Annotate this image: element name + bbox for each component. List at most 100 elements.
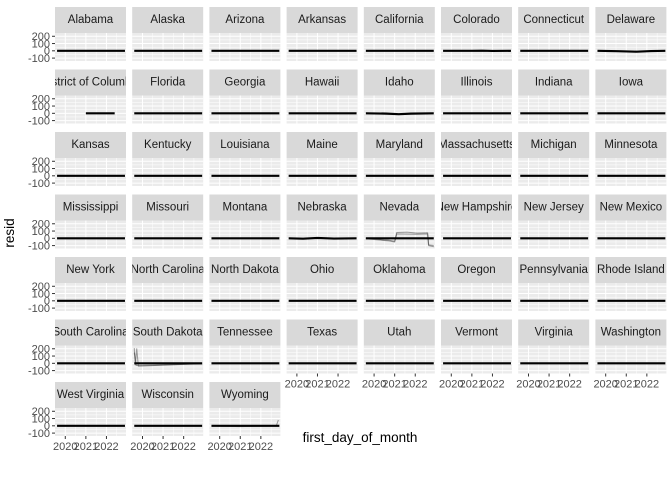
facet-panel: Vermont (441, 319, 512, 374)
y-tick-label: 0 (44, 108, 50, 120)
facet-strip (132, 69, 204, 96)
facet-strip-label: North Carolina (131, 264, 206, 276)
facet-panel: Illinois (441, 69, 512, 124)
y-tick-label: 0 (44, 296, 50, 308)
facet-panel: Indiana (518, 69, 590, 124)
plot-area (209, 220, 281, 249)
facet-strip-label: Arkansas (298, 14, 346, 26)
facet-strip (132, 319, 204, 346)
plot-area (441, 95, 512, 124)
y-tick-label: 200 (32, 31, 50, 43)
facet-strip (209, 69, 281, 96)
facet-strip (209, 194, 281, 221)
facet-panel: Virginia (518, 319, 590, 374)
facet-strip-label: Maine (306, 139, 337, 151)
facet-panel: Wisconsin (132, 382, 204, 436)
facet-panel: Massachusetts (441, 132, 512, 186)
facet-strip-label: New Hampshire (436, 202, 518, 214)
facet-panel: Michigan (518, 132, 590, 186)
plot-area (132, 33, 204, 61)
series-line (365, 231, 434, 248)
panels-layer: Alabama Alaska Arizona Arkansas California Co… (52, 7, 667, 436)
plot-area (595, 95, 667, 124)
x-tick-label: 2022 (94, 441, 118, 453)
x-tick-label: 2021 (382, 379, 406, 391)
facet-strip-label: Virginia (535, 327, 574, 339)
x-axis-title: first_day_of_month (303, 430, 418, 445)
facet-panel: Kansas (55, 132, 126, 186)
plot-area (441, 220, 512, 249)
y-tick-label: 0 (44, 233, 50, 245)
x-tick-label: 2020 (285, 379, 309, 391)
facet-strip (518, 132, 590, 158)
plot-area (518, 158, 590, 186)
facet-panel: Tennessee (209, 319, 281, 374)
facet-strip-label: New Mexico (600, 202, 663, 214)
plot-area (132, 408, 204, 436)
x-tick-label: 2022 (557, 379, 581, 391)
facet-panel: Idaho (363, 69, 435, 124)
facet-strip (55, 194, 126, 221)
facet-strip-label: South Carolina (52, 327, 129, 339)
y-tick-label: 100 (32, 351, 50, 363)
facet-panel: North Dakota (209, 257, 281, 311)
facet-strip (286, 132, 358, 158)
facet-strip-label: Iowa (619, 77, 644, 89)
plot-area (55, 345, 126, 374)
facet-strip (518, 69, 590, 96)
x-tick-label: 2021 (614, 379, 638, 391)
plot-area (209, 345, 281, 374)
facet-strip-label: Florida (150, 77, 186, 89)
x-tick-label: 2021 (537, 379, 561, 391)
facet-strip-label: New York (66, 264, 115, 276)
y-tick-label: -100 (28, 365, 50, 377)
plot-area (441, 283, 512, 311)
y-tick-label: -100 (28, 303, 50, 315)
facet-strip (55, 69, 126, 96)
facet-strip (595, 69, 667, 96)
facet-panel: New Hampshire (436, 194, 518, 249)
facet-strip-label: Michigan (531, 139, 577, 151)
facet-strip-label: Hawaii (305, 77, 340, 89)
facet-strip-label: Colorado (453, 14, 500, 26)
facet-strip (595, 132, 667, 158)
facet-strip (441, 194, 512, 221)
y-tick-label: 0 (44, 46, 50, 58)
plot-area (286, 95, 358, 124)
plot-area (55, 408, 126, 436)
facet-strip (286, 319, 358, 346)
series-line (365, 112, 434, 116)
x-tick-label: 2021 (305, 379, 329, 391)
x-tick-label: 2022 (480, 379, 504, 391)
y-tick-label: 200 (32, 219, 50, 231)
facet-panel: Louisiana (209, 132, 281, 186)
facet-strip-label: Alaska (150, 14, 185, 26)
facet-panel: Maine (286, 132, 358, 186)
facet-panel: West Virginia (55, 382, 126, 436)
facet-strip (441, 319, 512, 346)
facet-panel: District of Columbia (55, 69, 126, 124)
plot-area (55, 220, 126, 249)
y-tick-label: 0 (44, 358, 50, 370)
facet-strip (209, 132, 281, 158)
facet-strip-label: Connecticut (523, 14, 585, 26)
facet-strip (363, 257, 435, 283)
plot-area (286, 220, 358, 249)
plot-area (55, 283, 126, 311)
x-tick-label: 2020 (130, 441, 154, 453)
y-tick-label: 100 (32, 101, 50, 113)
facet-panel: Wyoming (209, 382, 281, 436)
series-line (597, 49, 666, 53)
plot-area (363, 95, 435, 124)
facet-strip-label: Illinois (461, 77, 493, 89)
facet-strip-label: Mississippi (63, 202, 119, 214)
facet-strip-label: Minnesota (604, 139, 658, 151)
facet-strip (55, 382, 126, 408)
y-tick-label: 100 (32, 288, 50, 300)
facet-strip (55, 257, 126, 283)
facet-strip-label: Idaho (385, 77, 414, 89)
x-tick-label: 2022 (403, 379, 427, 391)
x-tick-label: 2020 (362, 379, 386, 391)
facet-panel: Hawaii (286, 69, 358, 124)
